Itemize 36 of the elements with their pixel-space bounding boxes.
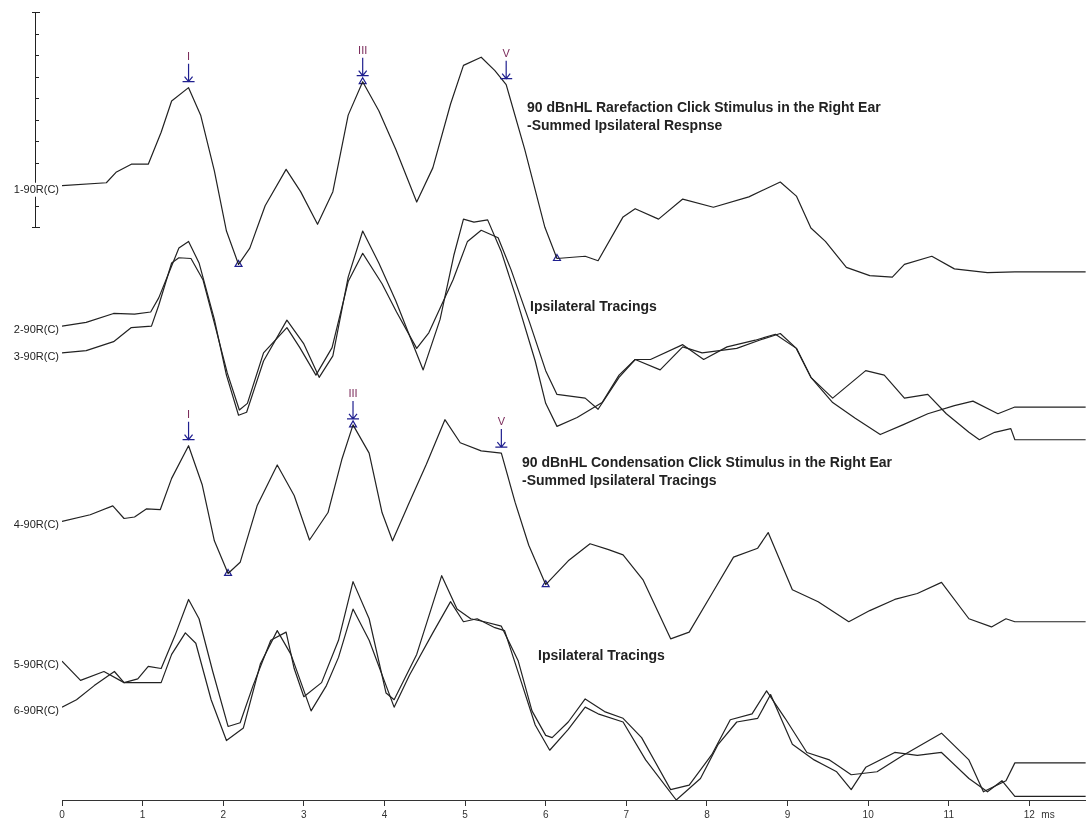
x-tick-label: 6 xyxy=(542,808,549,820)
series-label: 3-90R(C) xyxy=(13,349,59,362)
annotation: Ipsilateral Tracings xyxy=(538,646,665,664)
point xyxy=(224,568,233,577)
annotation: I xyxy=(187,407,191,420)
x-tick-label: 7 xyxy=(623,808,630,820)
series-label: 2-90R(C) xyxy=(13,323,59,336)
point xyxy=(348,420,358,428)
x-tick-label: 8 xyxy=(704,808,711,820)
annotation: V xyxy=(502,46,511,59)
x-tick-label: 12 xyxy=(1023,808,1036,820)
annotation: Ipsilateral Tracings xyxy=(530,297,657,315)
x-axis-title: ms xyxy=(1041,808,1055,820)
x-tick-label: 11 xyxy=(943,808,955,820)
annotation: I xyxy=(187,49,191,62)
series-label: 1-90R(C) xyxy=(13,182,59,195)
annotation: III xyxy=(348,386,358,399)
x-tick-label: 5 xyxy=(462,808,469,820)
series-label: 6-90R(C) xyxy=(13,704,59,717)
annotation: 90 dBnHL Condensation Click Stimulus in the Right Ear -Summed Ipsilateral Tracings xyxy=(522,453,893,489)
annotation: 90 dBnHL Rarefaction Click Stimulus in the Right Ear -Summed Ipsilateral Respnse xyxy=(527,98,881,134)
point xyxy=(234,259,243,268)
x-tick-label: 0 xyxy=(59,808,66,820)
x-tick-label: 2 xyxy=(220,808,227,820)
x-tick-label: 4 xyxy=(381,808,388,820)
x-tick-label: 9 xyxy=(784,808,791,820)
series-label: 4-90R(C) xyxy=(13,518,59,531)
x-tick-label: 3 xyxy=(301,808,308,820)
series-label: 5-90R(C) xyxy=(13,658,59,671)
x-tick-label: 10 xyxy=(862,808,875,820)
point xyxy=(358,77,367,85)
annotation: V xyxy=(497,415,506,428)
x-tick-label: 1 xyxy=(139,808,146,820)
annotation: III xyxy=(358,43,368,56)
point xyxy=(552,253,562,262)
point xyxy=(541,579,550,588)
